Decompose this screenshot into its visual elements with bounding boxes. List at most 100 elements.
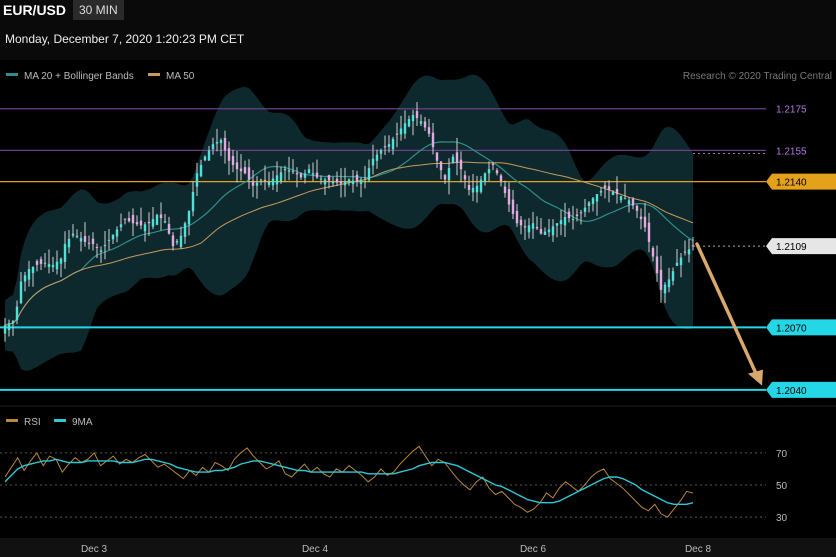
rsi-legend: RSI [24,417,41,428]
candle-body [439,161,443,171]
candle-body [163,221,167,223]
candle-body [291,171,295,173]
rsi-ma-swatch [54,419,66,422]
rsi-swatch [6,419,18,422]
candle-body [11,321,15,324]
ma20-line [4,141,694,326]
candle-body [531,223,535,229]
candle-body [247,167,251,180]
candle-body [251,180,255,186]
candle-body [619,196,623,201]
candle-body [151,219,155,227]
candle-body [219,139,223,144]
candle-body [31,266,35,274]
candle-body [259,179,263,181]
candle-body [103,245,107,247]
candle-body [351,180,355,185]
candle-body [47,263,51,267]
ma50-swatch [148,73,160,76]
candle-body [367,168,371,181]
candle-body [79,237,83,242]
candle-body [223,137,227,151]
candle-body [379,150,383,154]
candle-body [527,225,531,233]
candle-body [687,249,691,255]
candle-body [63,244,67,262]
time-axis [0,538,836,557]
candle-body [71,233,75,236]
bollinger-band [5,74,693,371]
candle-body [99,250,103,252]
candle-body [523,226,527,228]
candle-body [195,173,199,187]
candle-body [211,144,215,150]
candle-body [499,175,503,182]
candle-body [427,127,431,134]
candle-body [335,178,339,183]
candle-body [675,262,679,266]
candle-body [515,210,519,224]
candle-body [131,215,135,224]
bollinger-band-fill [5,74,693,371]
x-tick-label: Dec 8 [685,544,712,555]
candle-body [75,235,79,238]
candle-body [23,275,27,282]
candle-body [375,154,379,161]
candle-body [635,205,639,211]
candle-body [471,187,475,193]
candle-body [423,121,427,128]
candle-body [135,222,139,225]
rsi-level-label-1: 50 [776,481,788,492]
candle-body [307,169,311,174]
candle-body [607,186,611,190]
candle-body [443,175,447,180]
rsi-ma-line [4,458,694,505]
candle-body [403,123,407,134]
candle-body [327,175,331,181]
candle-body [459,159,463,170]
rsi-level-label-2: 30 [776,513,788,524]
candle-body [583,207,587,212]
candle-body [299,173,303,178]
candle-body [651,248,655,257]
candle-body [311,173,315,175]
candle-body [671,271,675,281]
x-tick-label: Dec 4 [302,544,329,555]
x-tick-label: Dec 6 [520,544,547,555]
candle-body [555,223,559,226]
candle-body [159,214,163,219]
candle-body [215,142,219,144]
legend-rsi: RSI 9MA [6,417,93,428]
candle-body [503,186,507,194]
candle-body [587,202,591,207]
candle-body [303,173,307,178]
candle-body [563,217,567,226]
level-label-4: 1.2040 [776,386,807,397]
forecast-arrow-head [748,369,763,386]
candle-body [283,169,287,171]
candle-body [511,199,515,214]
candle-body [611,192,615,196]
candle-body [475,185,479,193]
candle-body [119,224,123,228]
candle-body [95,247,99,249]
level-label-1: 1.2155 [776,146,807,157]
symbol-title: EUR/USD [3,2,67,18]
candle-body [287,170,291,172]
candle-body [543,231,547,235]
level-tag-2 [766,173,836,190]
candle-body [491,163,495,165]
candle-body [623,198,627,200]
price-levels: 1.2175 1.2155 1.2140 1.2070 1.2040 [0,105,836,398]
level-tag-4 [766,381,836,398]
forecast-arrow [695,242,763,386]
candle-body [175,240,179,243]
interval-badge[interactable]: 30 MIN [73,0,124,20]
candle-body [627,200,631,205]
candle-body [227,148,231,161]
level-label-0: 1.2175 [776,105,807,116]
candle-body [347,179,351,183]
forecast-arrow-shaft [695,242,759,378]
ma20-swatch [6,73,18,76]
candle-body [115,229,119,237]
